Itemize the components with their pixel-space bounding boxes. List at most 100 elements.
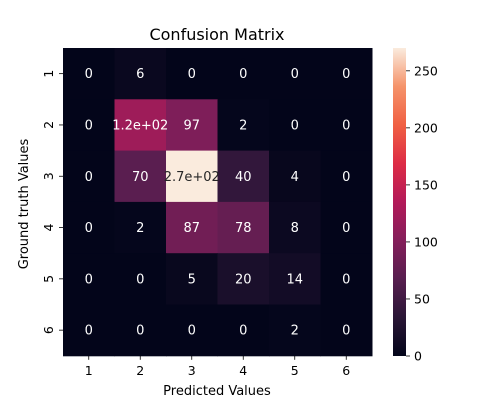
heatmap-cell: [63, 304, 115, 357]
heatmap-cell: [63, 253, 115, 305]
heatmap-cell: [114, 150, 167, 203]
x-tick-label: 1: [85, 363, 93, 378]
heatmap-cell: [320, 304, 373, 357]
heatmap-cell-value: 0: [239, 67, 247, 82]
heatmap-cell: [320, 253, 373, 305]
heatmap-cell: [269, 150, 321, 203]
heatmap-cells: [63, 48, 373, 357]
heatmap-cell-value: 0: [85, 118, 93, 133]
y-tick-label: 4: [41, 224, 56, 232]
heatmap-cell: [114, 201, 167, 254]
heatmap-cell-value: 0: [188, 67, 196, 82]
heatmap-cell-value: 20: [235, 272, 252, 287]
heatmap-cell-value: 2.7e+02: [164, 170, 220, 185]
heatmap-cell: [217, 99, 270, 152]
heatmap-cell: [63, 201, 115, 254]
x-axis-label: Predicted Values: [163, 384, 271, 399]
heatmap-cell-value: 0: [85, 324, 93, 339]
heatmap-cell: [114, 304, 167, 357]
colorbar-tick-label: 100: [414, 234, 438, 249]
heatmap-cell: [320, 201, 373, 254]
heatmap-cell-value: 0: [342, 221, 350, 236]
heatmap-cell-value: 1.2e+02: [112, 118, 168, 133]
heatmap-cell-value: 0: [342, 272, 350, 287]
heatmap-cell: [269, 253, 321, 305]
heatmap-cell: [63, 150, 115, 203]
heatmap-cell: [269, 201, 321, 254]
heatmap-cell: [166, 304, 218, 357]
colorbar-tick-label: 0: [414, 349, 422, 364]
heatmap-cell-value: 0: [342, 118, 350, 133]
heatmap-cell-value: 0: [188, 324, 196, 339]
heatmap-cell: [114, 253, 167, 305]
heatmap-cell: [320, 99, 373, 152]
heatmap-cell-value: 78: [235, 221, 252, 236]
heatmap-cell-value: 87: [183, 221, 200, 236]
heatmap-cell: [166, 201, 218, 254]
y-tick-label: 1: [41, 70, 56, 78]
heatmap-cell-value: 40: [235, 170, 252, 185]
heatmap-cell-value: 0: [85, 67, 93, 82]
colorbar-tick-label: 150: [414, 177, 438, 192]
x-axis-ticks: 1 2 3 4 5 6: [85, 355, 350, 378]
colorbar-tick-label: 200: [414, 120, 438, 135]
heatmap-cell-value: 14: [286, 272, 303, 287]
heatmap-cell-value: 70: [132, 170, 149, 185]
heatmap-cell: [217, 201, 270, 254]
heatmap-cell: [114, 48, 167, 100]
heatmap-cell-value: 4: [291, 170, 299, 185]
heatmap-cell-value: 0: [342, 324, 350, 339]
x-tick-label: 2: [136, 363, 144, 378]
x-tick-label: 3: [188, 363, 196, 378]
heatmap-cell: [217, 48, 270, 100]
heatmap-cell-value: 0: [136, 272, 144, 287]
heatmap-cell: [114, 99, 167, 152]
heatmap-cell-value: 0: [291, 67, 299, 82]
heatmap-cell: [166, 99, 218, 152]
y-tick-label: 2: [41, 121, 56, 129]
heatmap-cell: [269, 48, 321, 100]
heatmap-cell-value: 0: [85, 221, 93, 236]
heatmap-cell-value: 2: [239, 118, 247, 133]
heatmap-cell: [166, 253, 218, 305]
heatmap-cell: [63, 99, 115, 152]
heatmap-cell-value: 8: [291, 221, 299, 236]
colorbar-ticks: 0 50 100 150 200 250: [406, 63, 438, 364]
heatmap-cell-value: 0: [85, 272, 93, 287]
heatmap-cell-value: 0: [342, 67, 350, 82]
heatmap-cell-value: 97: [183, 118, 200, 133]
heatmap-cell-value: 0: [136, 324, 144, 339]
colorbar: [393, 48, 406, 356]
heatmap-cell-value: 6: [136, 67, 144, 82]
heatmap-cell-value: 0: [342, 170, 350, 185]
heatmap-cell: [320, 48, 373, 100]
heatmap-cell-value: 2: [291, 324, 299, 339]
heatmap-cell-value: 0: [239, 324, 247, 339]
y-tick-label: 6: [41, 326, 56, 334]
colorbar-tick-label: 50: [414, 291, 430, 306]
heatmap-cell: [166, 48, 218, 100]
heatmap-cell-value: 0: [291, 118, 299, 133]
heatmap-cell-value: 0: [85, 170, 93, 185]
y-tick-label: 3: [41, 172, 56, 180]
heatmap-cell: [217, 304, 270, 357]
y-axis-ticks: 1 2 3 4 5 6: [41, 70, 63, 334]
heatmap-cell: [217, 150, 270, 203]
heatmap-cell-value: 5: [188, 272, 196, 287]
heatmap-cell: [320, 150, 373, 203]
heatmap-cell: [269, 99, 321, 152]
y-axis-label: Ground truth Values: [17, 138, 32, 269]
x-tick-label: 5: [291, 363, 299, 378]
heatmap-cell: [217, 253, 270, 305]
chart-title: Confusion Matrix: [149, 25, 284, 44]
heatmap-cell: [166, 150, 218, 203]
heatmap-cell: [269, 304, 321, 357]
y-tick-label: 5: [41, 275, 56, 283]
heatmap-cell: [63, 48, 115, 100]
heatmap-cell-labels: 0 6 0 0 0 00 1.2e+02 97 2 0 00 70 2.7e+02 40 4 00 2 87 78 8…: [85, 67, 351, 339]
colorbar-tick-label: 250: [414, 63, 438, 78]
x-tick-label: 6: [342, 363, 350, 378]
heatmap-cell-value: 2: [136, 221, 144, 236]
x-tick-label: 4: [239, 363, 247, 378]
